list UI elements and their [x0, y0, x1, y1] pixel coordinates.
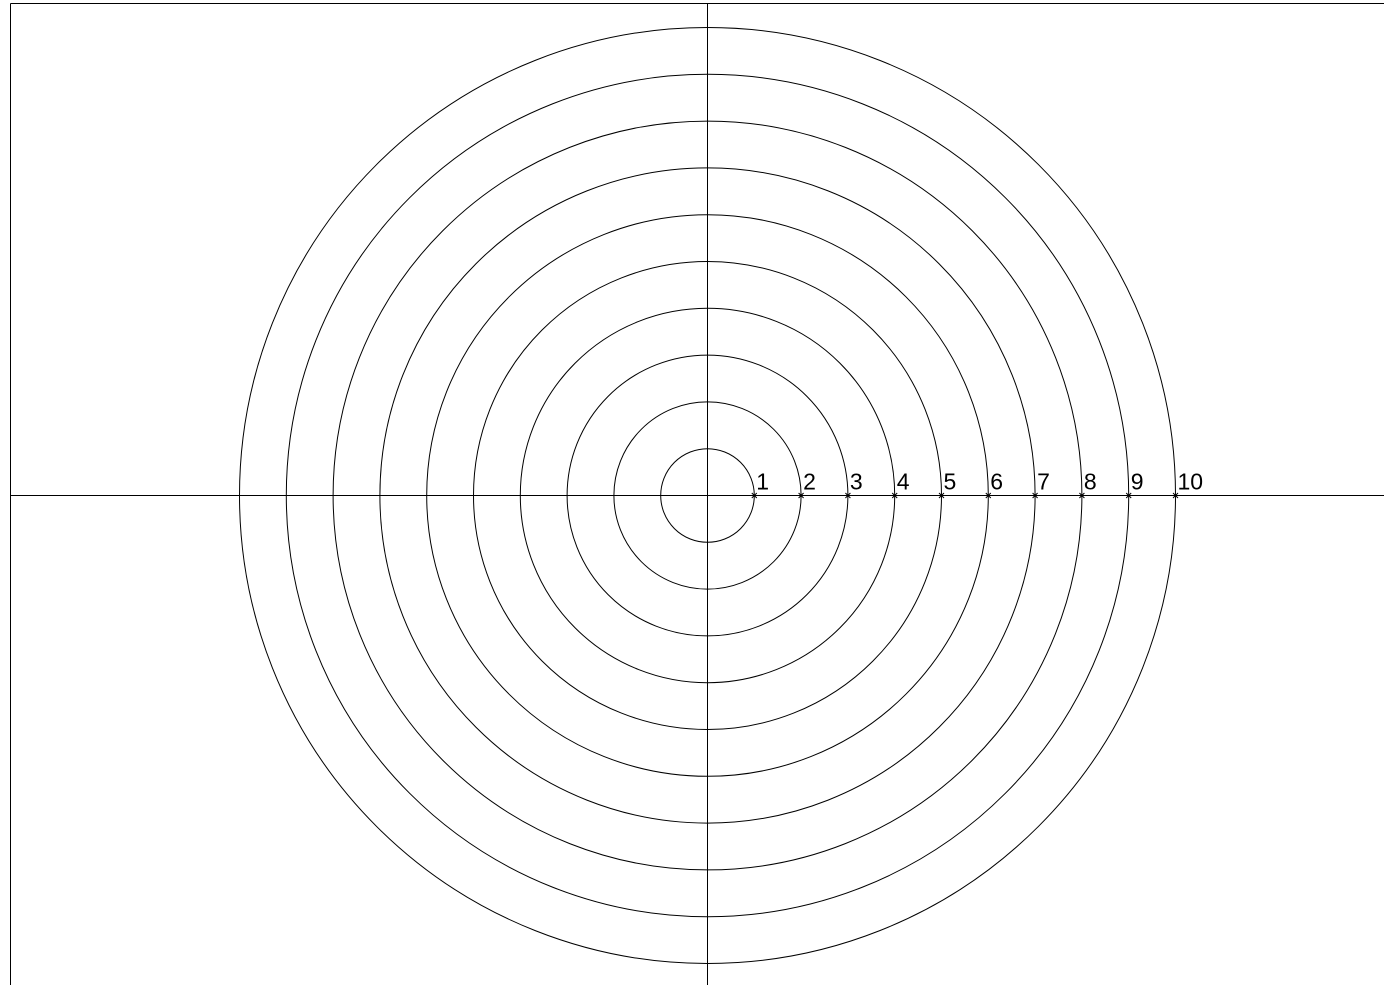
- tick-mark: [1125, 492, 1132, 499]
- tick-mark: [845, 492, 851, 499]
- tick-mark: [891, 492, 898, 499]
- tick-mark: [985, 492, 992, 499]
- r-tick-label: 5: [944, 469, 957, 495]
- tick-mark: [1079, 492, 1085, 499]
- r-tick-label: 3: [850, 469, 863, 495]
- r-tick-label: 7: [1037, 469, 1050, 495]
- r-tick-label: 4: [897, 469, 910, 495]
- tick-mark: [1172, 492, 1179, 499]
- r-tick-label: 6: [990, 469, 1003, 495]
- r-tick-label: 2: [803, 469, 816, 495]
- tick-mark: [798, 492, 804, 499]
- tick-mark: [751, 492, 758, 499]
- r-tick-label: 1: [756, 469, 769, 495]
- r-tick-label: 8: [1084, 469, 1097, 495]
- tick-mark: [938, 492, 945, 499]
- tick-mark: [1032, 492, 1038, 499]
- r-tick-label: 10: [1178, 469, 1204, 495]
- r-tick-label: 9: [1131, 469, 1144, 495]
